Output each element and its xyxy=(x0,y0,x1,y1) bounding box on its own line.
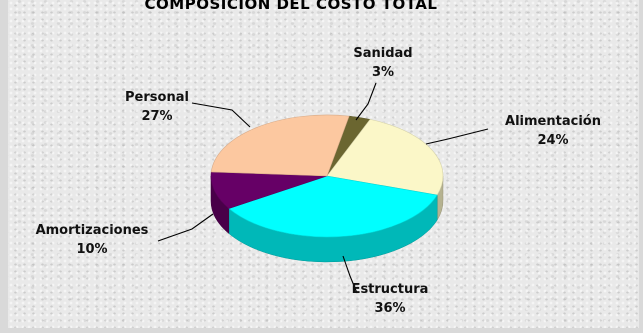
pie-slice-estructura xyxy=(228,175,438,238)
leader-line-estructura xyxy=(342,255,358,294)
slice-label-sanidad: Sanidad xyxy=(353,46,412,61)
slice-label-personal: Personal xyxy=(125,90,189,105)
leader-lines xyxy=(157,82,489,294)
slice-label-amortizaciones: Amortizaciones xyxy=(36,223,149,238)
leader-line-personal xyxy=(191,102,251,128)
leader-line-amortizaciones xyxy=(157,213,214,242)
chart-title: COMPOSICIÓN DEL COSTO TOTAL xyxy=(145,0,438,13)
pie-slice-alimentacion xyxy=(326,119,444,196)
pie-slice-personal xyxy=(210,114,350,177)
pie-slice-amortizaciones xyxy=(210,171,328,209)
pie-tops xyxy=(210,114,444,238)
leader-line-alimentacion xyxy=(425,128,489,145)
slice-value-personal: 27% xyxy=(141,109,172,124)
data-labels: Sanidad 3% Alimentación 24% Estructura 36% Amo… xyxy=(36,46,601,316)
slice-value-amortizaciones: 10% xyxy=(76,242,107,257)
slice-label-estructura: Estructura xyxy=(352,282,429,297)
slice-value-alimentacion: 24% xyxy=(537,133,568,148)
slice-label-alimentacion: Alimentación xyxy=(505,114,601,129)
slice-value-estructura: 36% xyxy=(374,301,405,316)
slice-value-sanidad: 3% xyxy=(372,65,394,80)
leader-line-sanidad xyxy=(355,82,377,121)
